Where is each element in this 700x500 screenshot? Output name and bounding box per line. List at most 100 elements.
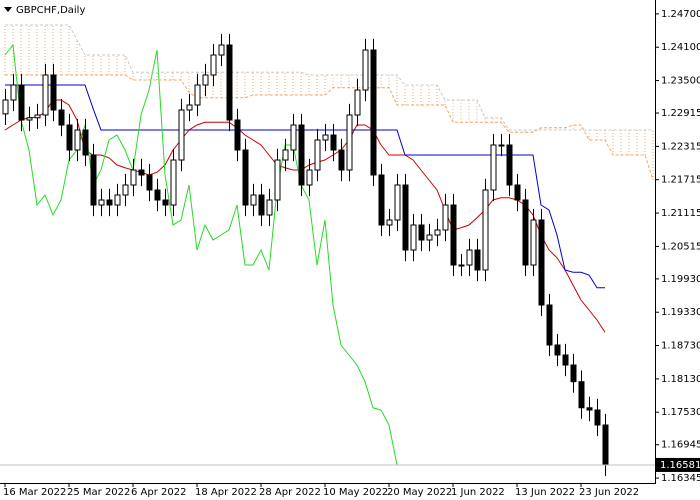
- y-tick-label: 1.20515: [661, 241, 700, 252]
- candle-body: [106, 199, 113, 206]
- y-tick-label: 1.23500: [661, 76, 700, 87]
- x-tick-label: 10 May 2022: [323, 487, 388, 498]
- candle-body: [202, 74, 209, 86]
- candle-body: [330, 134, 337, 151]
- candle-body: [10, 84, 17, 101]
- plot-area: [0, 24, 655, 477]
- candle-body: [522, 199, 529, 266]
- candle-body: [290, 124, 297, 151]
- y-tick-label: 1.16945: [661, 440, 700, 451]
- candle-body: [170, 159, 177, 206]
- candle-body: [42, 74, 49, 116]
- candle-body: [218, 44, 225, 56]
- x-tick-label: 20 May 2022: [387, 487, 452, 498]
- candle-body: [418, 224, 425, 241]
- candle-body: [586, 407, 593, 411]
- candle-body: [402, 184, 409, 251]
- x-tick-label: 16 Mar 2022: [3, 487, 66, 498]
- candle-body: [426, 234, 433, 241]
- candle-body: [570, 364, 577, 383]
- candle-body: [34, 114, 41, 119]
- candle-body: [386, 219, 393, 226]
- y-tick-label: 1.18130: [661, 374, 700, 385]
- candle-body: [90, 154, 97, 206]
- y-tick-label: 1.22915: [661, 108, 700, 119]
- candle-body: [514, 184, 521, 201]
- candle-body: [2, 99, 9, 115]
- candle-body: [466, 249, 473, 266]
- y-tick-label: 1.19930: [661, 274, 700, 285]
- candle-body: [306, 169, 313, 186]
- candle-body: [578, 381, 585, 409]
- indicator-line: [4, 43, 398, 466]
- candle-body: [162, 199, 169, 206]
- last-price-label: 1.16581: [660, 460, 700, 471]
- candle-body: [122, 184, 129, 196]
- candle-body: [258, 194, 265, 216]
- candle-body: [546, 304, 553, 346]
- candle-body: [442, 204, 449, 231]
- candle-body: [346, 114, 353, 171]
- candle-body: [282, 149, 289, 161]
- candle-body: [490, 144, 497, 191]
- indicator-line: [5, 74, 654, 181]
- indicator-line: [5, 24, 653, 131]
- candle-body: [314, 139, 321, 171]
- candle-body: [602, 424, 609, 466]
- candle-body: [434, 229, 441, 236]
- y-tick-label: 1.22315: [661, 141, 700, 152]
- candle-body: [410, 224, 417, 251]
- candle-body: [530, 219, 537, 266]
- candle-body: [450, 204, 457, 266]
- candle-body: [298, 124, 305, 186]
- x-tick-label: 18 Apr 2022: [195, 487, 257, 498]
- candle-body: [74, 129, 81, 151]
- candle-body: [50, 74, 57, 111]
- candle-body: [66, 124, 73, 151]
- candle-body: [130, 169, 137, 186]
- candle-body: [338, 149, 345, 171]
- candle-body: [186, 104, 193, 111]
- last-price-box: [656, 457, 700, 472]
- candle-body: [362, 49, 369, 91]
- candle-body: [114, 194, 121, 206]
- candle-body: [138, 169, 145, 176]
- candle-body: [506, 144, 513, 186]
- candle-body: [394, 184, 401, 221]
- x-tick-label: 13 Jun 2022: [515, 487, 575, 498]
- candle-body: [242, 149, 249, 206]
- candle-body: [538, 219, 545, 306]
- candle-body: [58, 109, 65, 126]
- y-tick-label: 1.19330: [661, 307, 700, 318]
- candle-body: [474, 249, 481, 271]
- y-tick-label: 1.16345: [661, 473, 700, 484]
- y-tick-label: 1.24700: [661, 9, 700, 20]
- candle-body: [354, 89, 361, 116]
- candle-body: [82, 129, 89, 156]
- candle-body: [250, 194, 257, 206]
- candle-body: [322, 134, 329, 141]
- candle-body: [458, 264, 465, 267]
- candle-body: [194, 84, 201, 106]
- indicator-line: [5, 84, 605, 289]
- candle-body: [378, 174, 385, 226]
- candle-body: [482, 189, 489, 271]
- candle-body: [266, 199, 273, 216]
- candle-body: [146, 174, 153, 191]
- candle-body: [274, 159, 281, 201]
- candle-body: [18, 84, 25, 121]
- y-tick-label: 1.24100: [661, 42, 700, 53]
- y-tick-label: 1.18730: [661, 341, 700, 352]
- candle-body: [154, 189, 161, 201]
- symbol-menu-icon[interactable]: [4, 7, 12, 12]
- candle-body: [562, 354, 569, 366]
- y-tick-label: 1.21115: [661, 208, 700, 219]
- y-tick-label: 1.21715: [661, 175, 700, 186]
- x-tick-label: 23 Jun 2022: [579, 487, 639, 498]
- candle-body: [554, 344, 561, 356]
- x-tick-label: 6 Apr 2022: [131, 487, 186, 498]
- x-tick-label: 28 Apr 2022: [259, 487, 321, 498]
- candle-body: [26, 117, 33, 121]
